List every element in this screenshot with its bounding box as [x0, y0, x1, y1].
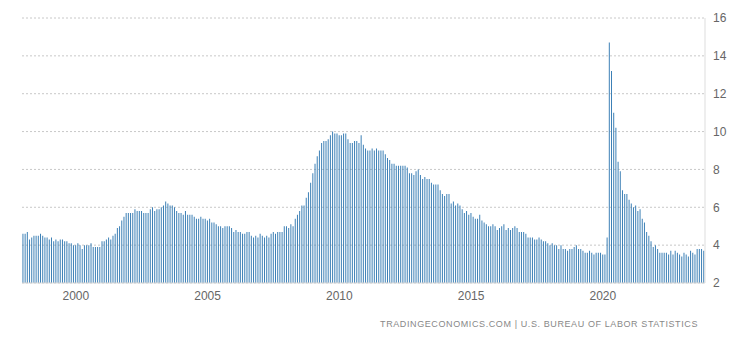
svg-text:2005: 2005	[194, 289, 221, 303]
svg-text:6: 6	[713, 201, 720, 215]
svg-text:2015: 2015	[458, 289, 485, 303]
svg-text:2010: 2010	[326, 289, 353, 303]
svg-text:4: 4	[713, 238, 720, 252]
svg-text:16: 16	[713, 11, 722, 25]
svg-text:2: 2	[713, 276, 720, 290]
svg-text:14: 14	[713, 49, 722, 63]
svg-text:10: 10	[713, 125, 722, 139]
svg-text:2000: 2000	[62, 289, 89, 303]
svg-text:8: 8	[713, 163, 720, 177]
svg-text:12: 12	[713, 87, 722, 101]
html-text:TRADINGECONOMICS.COM | U.S. BU: TRADINGECONOMICS.COM | U.S. BUREAU OF LA…	[380, 319, 698, 329]
svg-text:2020: 2020	[590, 289, 617, 303]
